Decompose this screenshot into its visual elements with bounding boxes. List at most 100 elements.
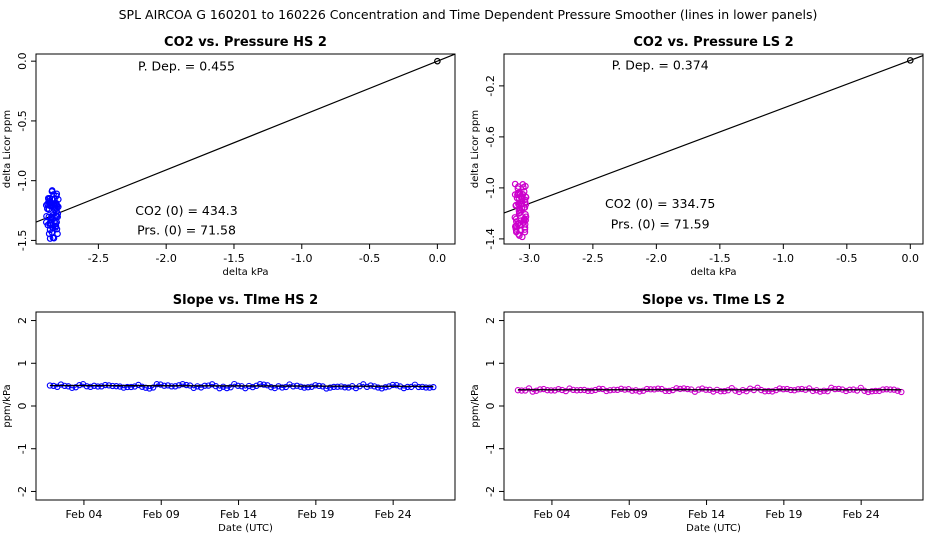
x-tick-label: -0.5 [359, 252, 380, 265]
data-point [717, 388, 724, 395]
x-tick-label: Feb 09 [611, 508, 648, 521]
data-point [820, 387, 828, 394]
x-axis-label: delta kPa [690, 267, 736, 278]
data-point [127, 383, 135, 391]
y-tick-label: -2 [16, 486, 29, 497]
x-tick-label: -1.5 [709, 252, 730, 265]
origin-point [434, 57, 441, 65]
data-point [629, 387, 636, 394]
data-point [54, 230, 61, 238]
x-tick-label: 0.0 [902, 252, 920, 265]
data-point [179, 381, 186, 388]
data-point [817, 388, 824, 395]
plot-frame [35, 311, 456, 501]
data-point [776, 385, 783, 392]
data-point [231, 380, 238, 388]
data-point [894, 387, 901, 394]
data-point [680, 385, 687, 392]
data-point [87, 383, 94, 390]
data-point [124, 383, 131, 391]
data-point [430, 383, 437, 391]
data-point [55, 196, 62, 203]
data-point [643, 385, 651, 393]
fit-line [36, 54, 455, 223]
data-point [301, 384, 308, 391]
data-point [227, 384, 234, 391]
panel-p4: Slope vs. TIme LS 2 Feb 04 Feb 09 Feb 14 Feb… [470, 293, 924, 534]
data-point [50, 234, 58, 242]
y-tick-label: 0 [484, 403, 497, 410]
data-point [511, 223, 519, 230]
data-point [662, 387, 669, 395]
data-point [584, 387, 592, 395]
y-tick-label: 1 [484, 360, 497, 367]
data-point [65, 383, 72, 390]
x-tick-label: Feb 24 [843, 508, 880, 521]
data-point [138, 383, 146, 390]
data-point [835, 385, 842, 393]
plot-area [46, 380, 437, 392]
data-point [422, 384, 430, 391]
data-point [220, 383, 227, 390]
data-point [279, 384, 286, 391]
data-point [382, 384, 389, 391]
data-point [761, 388, 769, 395]
data-point [533, 387, 540, 394]
y-tick-label: -1 [484, 443, 497, 454]
x-axis-label: Date (UTC) [686, 523, 741, 534]
data-point [48, 201, 55, 209]
data-point [747, 385, 754, 392]
x-tick-label: -1.0 [291, 252, 312, 265]
plot-area [514, 384, 905, 396]
data-point [520, 219, 528, 226]
y-tick-label: -0.6 [484, 126, 497, 147]
annotation-text: P. Dep. = 0.374 [612, 58, 709, 73]
data-point [45, 206, 53, 213]
data-point [511, 180, 519, 188]
data-point [518, 387, 525, 394]
data-point [529, 388, 536, 395]
data-point [312, 382, 319, 389]
y-axis-label: delta Licor ppm [470, 110, 481, 188]
data-point [521, 215, 528, 222]
data-point [861, 387, 868, 394]
data-point [304, 384, 312, 391]
data-point [249, 384, 256, 391]
data-point [326, 384, 334, 391]
data-point [765, 387, 772, 395]
data-point [157, 381, 164, 388]
panel-title: Slope vs. TIme HS 2 [173, 293, 318, 308]
smoother-line [49, 384, 434, 387]
y-tick-label: -1.4 [484, 228, 497, 249]
figure-suptitle: SPL AIRCOA G 160201 to 160226 Concentrat… [119, 7, 818, 22]
data-point [149, 384, 157, 391]
data-point [809, 387, 817, 395]
annotation-text: P. Dep. = 0.455 [138, 59, 235, 74]
x-tick-label: -2.5 [582, 252, 603, 265]
data-point [769, 388, 776, 395]
plot-frame [503, 311, 924, 501]
data-point [363, 383, 371, 391]
x-tick-label: Feb 14 [220, 508, 257, 521]
y-tick-label: -1 [16, 443, 29, 454]
data-point [308, 383, 315, 390]
data-point [197, 384, 205, 391]
data-point [516, 189, 524, 196]
data-point [256, 380, 264, 388]
data-point [876, 387, 883, 395]
data-point [595, 385, 603, 392]
data-point [183, 381, 190, 389]
data-point [721, 387, 728, 395]
fit-line [504, 55, 923, 214]
x-tick-label: Feb 04 [65, 508, 102, 521]
data-point [710, 388, 717, 395]
data-point [515, 230, 522, 238]
x-tick-label: Feb 04 [533, 508, 570, 521]
plot-area [504, 55, 923, 241]
data-point [50, 191, 57, 198]
data-point [511, 214, 519, 221]
y-tick-label: 0.0 [16, 52, 29, 70]
x-tick-label: Feb 19 [297, 508, 334, 521]
y-tick-label: 1 [16, 360, 29, 367]
x-tick-label: -0.5 [836, 252, 857, 265]
